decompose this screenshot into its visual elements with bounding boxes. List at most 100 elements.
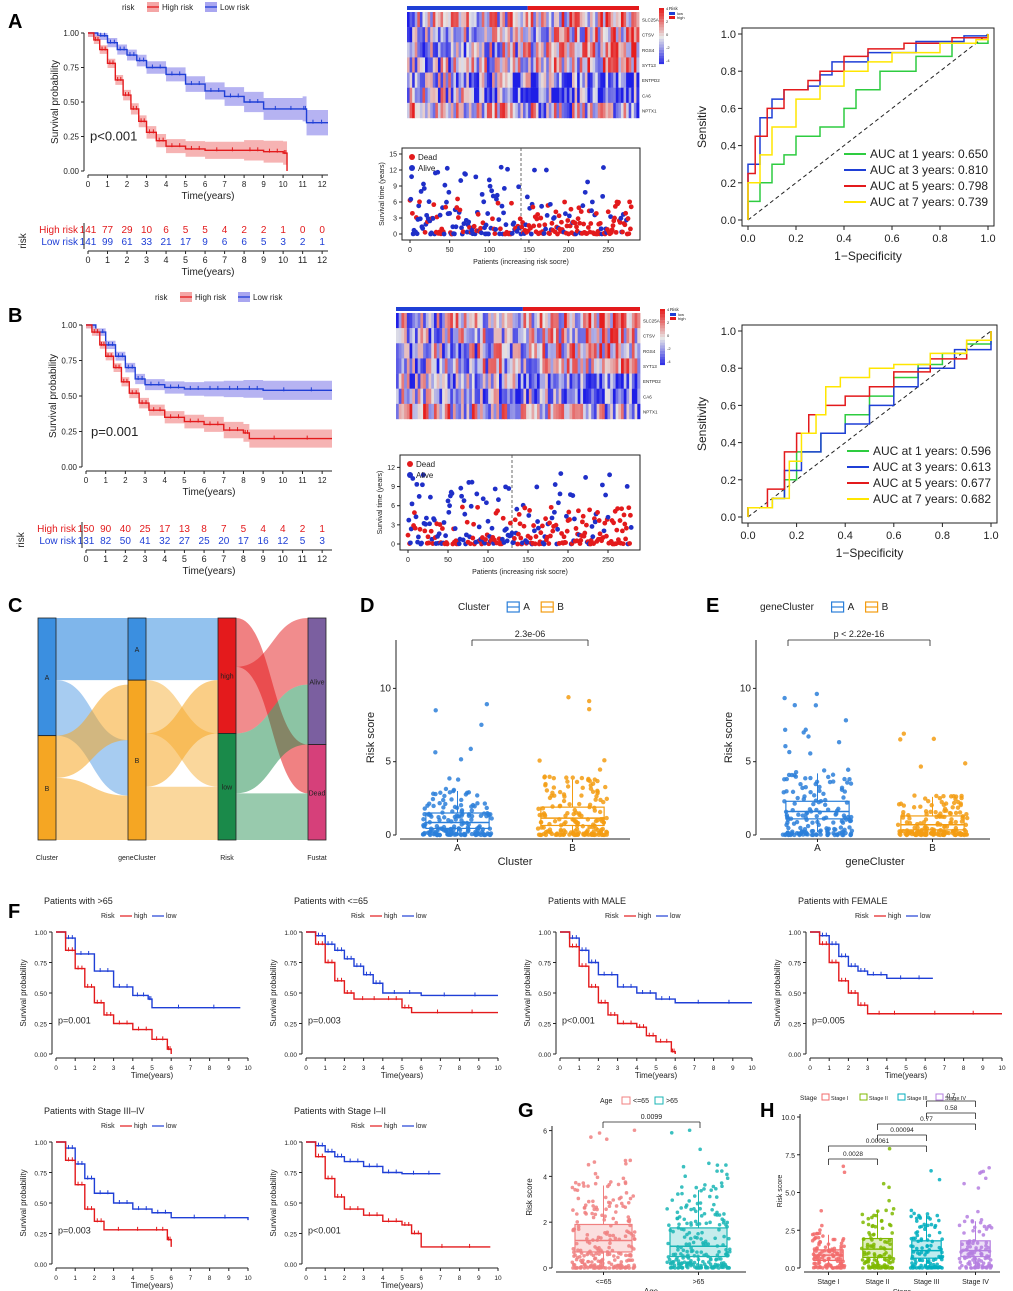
heatmap-cell xyxy=(492,57,496,73)
heatmap-cell xyxy=(479,102,483,119)
data-point xyxy=(786,832,791,838)
heatmap-cell xyxy=(463,72,467,88)
dead-patient-point xyxy=(483,537,488,542)
data-point xyxy=(612,1254,616,1258)
alive-patient-point xyxy=(458,485,464,491)
heatmap-cell xyxy=(414,57,418,73)
data-point xyxy=(573,819,579,824)
data-point xyxy=(604,1137,609,1142)
x-axis-label: Time(years) xyxy=(131,1071,174,1080)
data-point xyxy=(944,824,950,829)
heatmap-cell xyxy=(531,328,535,344)
heatmap-cell xyxy=(493,358,497,374)
data-point xyxy=(979,1259,984,1263)
y-tick-label: 0.50 xyxy=(63,98,79,107)
alive-patient-point xyxy=(482,540,488,546)
alive-patient-point xyxy=(544,212,550,218)
heatmap-cell xyxy=(633,87,637,104)
data-point xyxy=(583,1203,588,1208)
heatmap-cell xyxy=(463,12,467,28)
heatmap-cell xyxy=(539,343,543,359)
x-tick-label: 1 xyxy=(105,255,110,265)
data-point xyxy=(841,795,846,800)
data-point xyxy=(974,1246,978,1250)
alive-patient-point xyxy=(406,517,412,523)
data-point xyxy=(715,1213,720,1217)
data-point xyxy=(890,1211,895,1216)
y-tick-label: 9 xyxy=(393,184,397,191)
heatmap-cell xyxy=(520,343,524,359)
heatmap-cell xyxy=(541,42,545,58)
heatmap-cell xyxy=(595,27,599,43)
heatmap-cell xyxy=(471,42,475,58)
risk-table-cell: 150 xyxy=(78,524,95,535)
data-point xyxy=(842,1170,847,1175)
heatmap-cell xyxy=(580,358,584,374)
heatmap-cell xyxy=(564,72,568,88)
heatmap-cell xyxy=(636,27,640,43)
legend-key xyxy=(859,1093,868,1101)
data-point xyxy=(868,1244,873,1248)
heatmap-cell xyxy=(534,313,538,329)
heatmap-cell xyxy=(631,102,635,119)
heatmap-cell xyxy=(485,328,489,344)
heatmap-cell xyxy=(499,343,503,359)
alive-patient-point xyxy=(600,482,605,488)
heatmap-cell xyxy=(517,72,521,88)
heatmap-cell xyxy=(499,328,503,344)
heatmap-cell xyxy=(432,12,436,28)
data-point xyxy=(812,1261,816,1266)
x-tick-label: 8 xyxy=(242,255,247,265)
heatmap-cell xyxy=(499,403,503,420)
heatmap-cell xyxy=(420,403,424,420)
box-iqr xyxy=(900,815,965,831)
heatmap-cell xyxy=(489,27,493,43)
data-point xyxy=(863,1260,868,1264)
heatmap-cell xyxy=(542,373,546,389)
heatmap-cell xyxy=(497,12,501,28)
heatmap-cell xyxy=(466,388,470,405)
heatmap-cell xyxy=(555,388,560,405)
low-risk-survival-curve xyxy=(56,1141,249,1221)
heatmap-cell xyxy=(528,102,532,119)
data-point xyxy=(927,1233,932,1238)
heatmap-cell xyxy=(602,12,606,28)
dead-patient-point xyxy=(405,532,411,538)
data-point xyxy=(839,1241,844,1246)
heatmap-cell xyxy=(564,343,568,359)
data-point xyxy=(727,1249,732,1254)
x-tick-label: 100 xyxy=(482,557,494,564)
heatmap-cell xyxy=(433,388,438,405)
heatmap-cell xyxy=(461,313,465,329)
alive-patient-point xyxy=(598,226,604,232)
heatmap-cell xyxy=(493,328,497,344)
heatmap-cell xyxy=(481,102,485,119)
y-tick-label: 0.50 xyxy=(61,392,77,401)
data-point xyxy=(964,1264,968,1269)
x-tick-label: 5 xyxy=(904,1065,908,1072)
dead-patient-point xyxy=(617,220,623,225)
colorscale-step xyxy=(659,58,664,62)
data-point xyxy=(447,776,452,781)
heatmap-cell xyxy=(436,328,440,344)
heatmap-cell xyxy=(455,388,459,405)
heatmap-cell xyxy=(442,403,446,420)
heatmap-cell xyxy=(520,358,524,374)
data-point xyxy=(702,1211,707,1216)
heatmap-cell xyxy=(471,57,475,73)
data-point xyxy=(887,1198,891,1203)
dead-patient-point xyxy=(556,213,562,219)
heatmap-cell xyxy=(409,403,413,420)
data-point xyxy=(934,793,939,799)
jitter-points-1 xyxy=(895,731,970,838)
heatmap-cell xyxy=(494,57,498,73)
alive-patient-point xyxy=(589,524,595,529)
data-point xyxy=(489,816,494,821)
dead-patient-point xyxy=(417,526,423,532)
data-point xyxy=(431,803,436,809)
heatmap-cell xyxy=(423,403,427,420)
x-tick-label: 9 xyxy=(981,1065,985,1072)
data-point xyxy=(965,1214,969,1219)
heatmap-cell xyxy=(425,403,429,420)
data-point xyxy=(960,1263,964,1268)
